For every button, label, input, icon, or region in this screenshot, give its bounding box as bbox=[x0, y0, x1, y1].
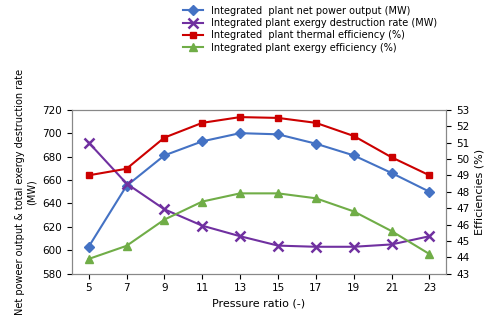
Integrated plant exergy destruction rate (MW) bbox=[162, 207, 168, 211]
Integrated  plant thermal efficiency (%) bbox=[275, 116, 281, 120]
Integrated plant exergy destruction rate (MW) bbox=[350, 245, 356, 249]
Integrated  plant net power output (MW) bbox=[237, 131, 243, 135]
Integrated plant exergy efficiency (%) bbox=[426, 252, 432, 256]
Integrated  plant net power output (MW) bbox=[86, 245, 91, 249]
X-axis label: Pressure ratio (-): Pressure ratio (-) bbox=[212, 299, 306, 309]
Integrated  plant net power output (MW) bbox=[275, 133, 281, 136]
Integrated  plant net power output (MW) bbox=[388, 171, 394, 175]
Y-axis label: Efficiencies (%): Efficiencies (%) bbox=[475, 149, 485, 235]
Integrated plant exergy efficiency (%) bbox=[200, 200, 205, 203]
Integrated plant exergy destruction rate (MW) bbox=[275, 244, 281, 248]
Integrated plant exergy destruction rate (MW) bbox=[388, 242, 394, 246]
Integrated  plant thermal efficiency (%) bbox=[388, 155, 394, 159]
Integrated plant exergy destruction rate (MW) bbox=[237, 234, 243, 238]
Line: Integrated plant exergy efficiency (%): Integrated plant exergy efficiency (%) bbox=[84, 189, 434, 263]
Integrated  plant net power output (MW) bbox=[124, 184, 130, 188]
Integrated plant exergy efficiency (%) bbox=[350, 209, 356, 213]
Integrated  plant thermal efficiency (%) bbox=[350, 134, 356, 138]
Integrated  plant net power output (MW) bbox=[426, 190, 432, 194]
Line: Integrated  plant net power output (MW): Integrated plant net power output (MW) bbox=[85, 130, 433, 250]
Integrated plant exergy destruction rate (MW) bbox=[86, 141, 91, 145]
Integrated  plant net power output (MW) bbox=[162, 154, 168, 157]
Integrated plant exergy efficiency (%) bbox=[162, 218, 168, 222]
Integrated  plant net power output (MW) bbox=[350, 154, 356, 157]
Integrated plant exergy destruction rate (MW) bbox=[200, 224, 205, 228]
Integrated  plant thermal efficiency (%) bbox=[313, 121, 319, 125]
Integrated  plant thermal efficiency (%) bbox=[426, 173, 432, 177]
Integrated plant exergy destruction rate (MW) bbox=[426, 234, 432, 238]
Y-axis label: Net poweer output & total exergy destruction rate
(MW): Net poweer output & total exergy destruc… bbox=[15, 69, 36, 315]
Integrated plant exergy efficiency (%) bbox=[86, 257, 91, 261]
Integrated plant exergy efficiency (%) bbox=[388, 229, 394, 233]
Integrated  plant thermal efficiency (%) bbox=[162, 136, 168, 140]
Integrated  plant thermal efficiency (%) bbox=[200, 121, 205, 125]
Integrated plant exergy destruction rate (MW) bbox=[124, 181, 130, 185]
Line: Integrated plant exergy destruction rate (MW): Integrated plant exergy destruction rate… bbox=[84, 138, 434, 252]
Integrated plant exergy destruction rate (MW) bbox=[313, 245, 319, 249]
Integrated plant exergy efficiency (%) bbox=[313, 196, 319, 200]
Integrated plant exergy efficiency (%) bbox=[237, 191, 243, 195]
Integrated  plant thermal efficiency (%) bbox=[86, 173, 91, 177]
Integrated plant exergy efficiency (%) bbox=[275, 191, 281, 195]
Legend: Integrated  plant net power output (MW), Integrated plant exergy destruction rat: Integrated plant net power output (MW), … bbox=[180, 2, 440, 57]
Integrated  plant net power output (MW) bbox=[313, 142, 319, 145]
Integrated  plant thermal efficiency (%) bbox=[237, 115, 243, 119]
Integrated plant exergy efficiency (%) bbox=[124, 244, 130, 248]
Integrated  plant thermal efficiency (%) bbox=[124, 167, 130, 171]
Line: Integrated  plant thermal efficiency (%): Integrated plant thermal efficiency (%) bbox=[85, 114, 433, 179]
Integrated  plant net power output (MW) bbox=[200, 139, 205, 143]
